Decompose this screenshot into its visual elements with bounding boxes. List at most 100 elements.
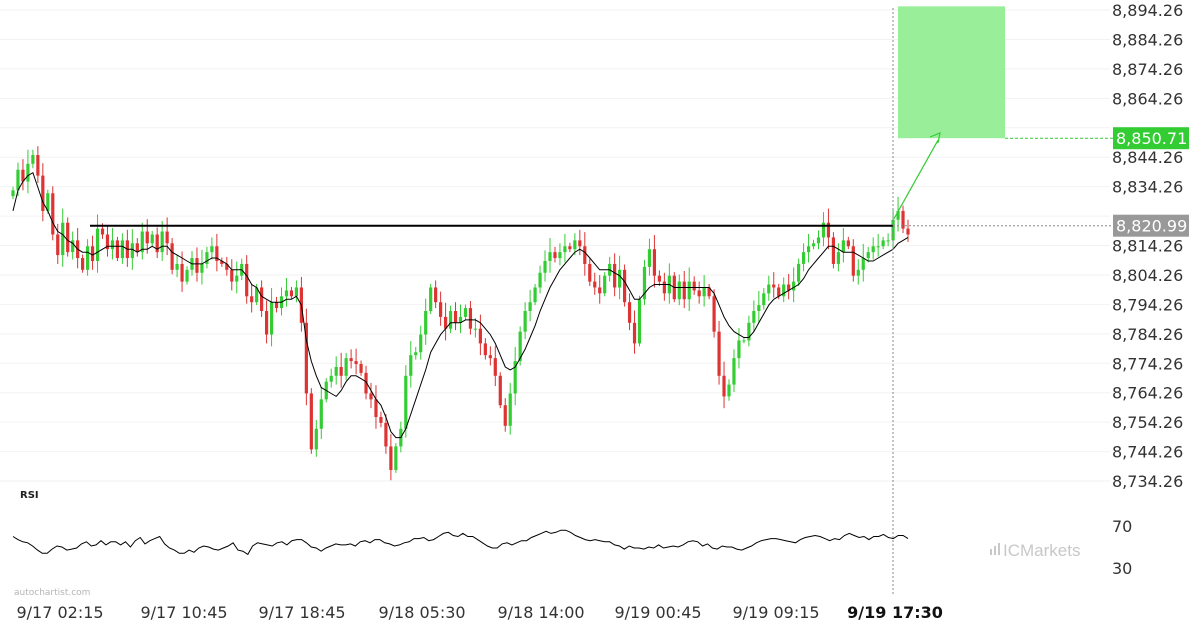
candle-body xyxy=(314,428,318,450)
candle-body xyxy=(518,331,522,362)
candle-body xyxy=(717,331,721,376)
candle-body xyxy=(797,263,801,282)
candle-body xyxy=(478,328,482,344)
candle-body xyxy=(772,284,776,288)
candle-body xyxy=(757,305,761,312)
rsi-axis: 70 30 xyxy=(1112,517,1132,578)
candle-body xyxy=(538,272,542,288)
target-price-tag xyxy=(1113,127,1189,150)
candle-body xyxy=(692,281,696,291)
candle-body xyxy=(160,231,164,253)
candle-body xyxy=(861,258,865,270)
candle-body xyxy=(473,328,478,330)
candle-body xyxy=(712,296,716,332)
candle-body xyxy=(568,246,572,250)
candle-body xyxy=(404,375,408,429)
candle-body xyxy=(31,155,35,164)
candle-body xyxy=(836,252,840,264)
arrow-head xyxy=(929,132,941,144)
candle-body xyxy=(498,375,502,406)
candle-body xyxy=(876,246,880,248)
candle-body xyxy=(702,287,706,297)
candle-body xyxy=(344,358,348,376)
candle-body xyxy=(896,210,900,220)
candle-body xyxy=(21,169,25,182)
candle-body xyxy=(463,308,468,317)
candle-body xyxy=(369,393,373,400)
candle-body xyxy=(906,228,910,235)
candle-body xyxy=(737,340,741,359)
candle-body xyxy=(115,240,120,259)
candle-body xyxy=(851,246,855,276)
price-tick-label: 8,814.26 xyxy=(1112,237,1183,256)
candle-body xyxy=(439,302,443,317)
time-axis: 9/17 02:15 9/17 10:45 9/17 18:45 9/18 05:30… xyxy=(16,603,942,622)
candle-body xyxy=(831,237,836,264)
current-price-tag xyxy=(1113,214,1189,237)
time-tick-label: 9/18 14:00 xyxy=(497,603,584,622)
projection-arrow xyxy=(893,132,941,219)
candle-body xyxy=(901,210,905,229)
candle-body xyxy=(235,275,239,282)
candle-body xyxy=(801,252,806,264)
candlesticks xyxy=(11,146,910,481)
price-tick-label: 8,794.26 xyxy=(1112,295,1183,314)
time-tick-label: 9/17 10:45 xyxy=(140,603,227,622)
candle-body xyxy=(16,169,20,191)
candle-body xyxy=(732,358,736,385)
price-tick-label: 8,884.26 xyxy=(1112,30,1183,49)
candle-body xyxy=(652,249,657,276)
candle-body xyxy=(697,290,701,297)
candle-body xyxy=(458,316,463,323)
candle-body xyxy=(866,252,870,259)
price-tick-label: 8,774.26 xyxy=(1112,354,1183,373)
candle-body xyxy=(722,375,726,397)
candle-body xyxy=(110,240,115,250)
candle-body xyxy=(782,284,786,297)
candle-body xyxy=(419,334,423,353)
candle-body xyxy=(637,299,642,344)
candle-body xyxy=(250,296,254,303)
candle-body xyxy=(742,340,746,342)
candle-body xyxy=(319,399,323,429)
candle-body xyxy=(871,246,875,253)
candle-body xyxy=(613,263,617,288)
candle-body xyxy=(583,246,587,264)
candle-body xyxy=(578,240,582,247)
price-tick-label: 8,754.26 xyxy=(1112,413,1183,432)
candle-body xyxy=(339,366,343,376)
candle-body xyxy=(747,322,751,341)
candle-body xyxy=(483,343,487,356)
candle-body xyxy=(434,287,438,303)
candle-body xyxy=(821,222,826,238)
candle-body xyxy=(354,361,358,365)
candle-body xyxy=(170,243,174,270)
price-tick-label: 8,804.26 xyxy=(1112,266,1183,285)
candle-body xyxy=(90,246,95,261)
candle-body xyxy=(284,290,289,297)
candle-body xyxy=(727,384,731,397)
candle-body xyxy=(543,260,547,273)
candle-body xyxy=(816,237,821,244)
candle-body xyxy=(632,322,637,344)
candle-body xyxy=(185,269,189,282)
rsi-tick-label: 30 xyxy=(1112,559,1132,578)
candle-body xyxy=(210,246,214,253)
candle-body xyxy=(533,287,537,303)
candle-body xyxy=(85,246,90,270)
price-tick-label: 8,864.26 xyxy=(1112,89,1183,108)
candle-body xyxy=(488,355,492,359)
candle-body xyxy=(71,240,75,253)
price-tick-label: 8,764.26 xyxy=(1112,384,1183,403)
candle-body xyxy=(593,281,597,288)
candle-body xyxy=(205,252,209,264)
candle-body xyxy=(618,269,622,288)
rsi-title: RSI xyxy=(20,490,39,501)
candle-body xyxy=(553,252,557,259)
candle-body xyxy=(841,240,845,253)
candle-body xyxy=(140,231,144,253)
candle-body xyxy=(528,302,532,312)
candle-body xyxy=(752,311,756,323)
candle-body xyxy=(155,234,159,253)
